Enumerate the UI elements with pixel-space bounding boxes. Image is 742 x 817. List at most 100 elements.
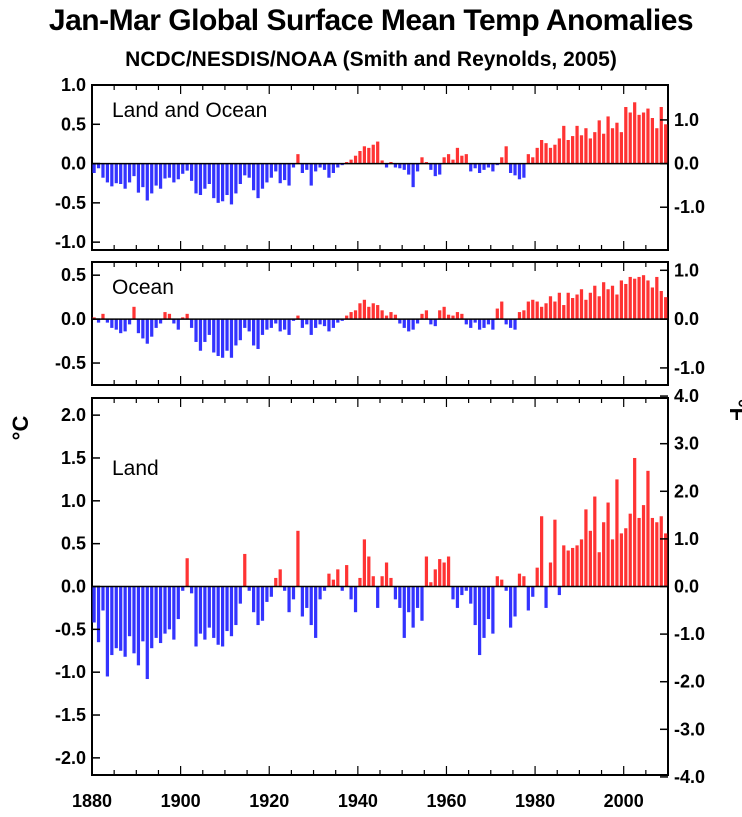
bar-2-1940 (358, 303, 362, 320)
bar-3-2005 (646, 470, 650, 587)
bar-2-2009 (664, 297, 668, 320)
bar-3-1880 (92, 586, 96, 623)
bar-1-1973 (504, 146, 508, 164)
bar-3-1923 (283, 586, 287, 591)
bar-2-1943 (371, 303, 375, 320)
bar-3-1956 (429, 582, 433, 587)
bar-2-1968 (482, 319, 486, 328)
bar-1-1983 (548, 147, 553, 164)
bar-1-1993 (593, 132, 597, 164)
right-tick-label: 0.0 (674, 309, 699, 329)
bar-1-1976 (517, 163, 522, 180)
bar-1-1996 (606, 116, 610, 164)
bar-3-1953 (415, 586, 420, 608)
bar-2-1981 (540, 306, 544, 320)
bar-3-1925 (291, 586, 296, 600)
bar-3-1910 (225, 586, 229, 632)
bar-1-2003 (637, 114, 641, 164)
bar-3-1937 (345, 565, 349, 587)
bar-1-1962 (455, 147, 460, 164)
bar-1-1987 (566, 140, 570, 164)
bar-1-1965 (469, 163, 473, 172)
bar-2-1964 (464, 319, 468, 325)
bar-3-1949 (398, 586, 402, 608)
bar-1-1948 (393, 163, 398, 168)
chart-subtitle: NCDC/NESDIS/NOAA (Smith and Reynolds, 20… (125, 48, 617, 71)
bar-3-1921 (274, 577, 278, 587)
bar-1-1884 (110, 163, 114, 187)
bar-3-2002 (633, 457, 637, 587)
bar-2-1994 (597, 296, 601, 320)
bar-2-2004 (641, 275, 646, 320)
bar-3-1933 (327, 573, 331, 587)
bar-1-1896 (163, 163, 167, 179)
bar-2-1998 (615, 294, 619, 320)
left-tick-label: -0.5 (55, 619, 86, 639)
bar-3-1978 (526, 586, 530, 611)
bar-1-1981 (540, 140, 544, 164)
bar-3-1971 (495, 576, 499, 587)
bar-1-1901 (185, 163, 189, 171)
bar-3-1896 (163, 586, 167, 634)
bar-3-1909 (220, 586, 225, 647)
bar-1-1894 (154, 163, 158, 186)
bar-2-1899 (176, 319, 180, 330)
bar-1-2008 (659, 107, 663, 164)
bar-2-1898 (172, 319, 176, 324)
bar-2-1989 (575, 294, 579, 320)
bar-1-1985 (557, 138, 561, 164)
bar-1-1915 (247, 163, 251, 178)
bar-2-1956 (429, 319, 433, 325)
bar-3-1972 (500, 579, 504, 587)
bar-1-1931 (318, 163, 322, 168)
bar-2-1979 (531, 299, 535, 320)
bar-1-1892 (145, 163, 149, 201)
bar-1-1906 (207, 163, 211, 184)
bar-2-1915 (247, 319, 251, 332)
bar-1-1886 (119, 163, 123, 184)
bar-3-1975 (513, 586, 517, 617)
left-tick-label: 0.0 (61, 577, 86, 597)
x-tick-label: 1940 (338, 791, 378, 811)
bar-1-1977 (522, 163, 526, 178)
bar-3-1900 (181, 586, 185, 591)
bar-1-2006 (650, 118, 655, 164)
bar-2-1958 (438, 310, 442, 320)
bar-3-1898 (172, 586, 176, 640)
bar-2-1997 (610, 285, 615, 320)
x-tick-label: 1920 (249, 791, 289, 811)
bar-2-1922 (278, 319, 282, 332)
bar-1-1956 (429, 163, 433, 170)
bar-3-1939 (353, 586, 358, 613)
right-tick-label: 1.0 (674, 260, 699, 280)
bar-3-1983 (548, 562, 553, 587)
bar-1-1893 (150, 163, 154, 194)
bar-3-1928 (305, 586, 309, 608)
chart-title: Jan-Mar Global Surface Mean Temp Anomali… (48, 4, 694, 37)
left-tick-label: -0.5 (55, 193, 86, 213)
bar-3-1966 (473, 586, 477, 626)
bar-2-2007 (655, 276, 659, 320)
bar-2-1977 (522, 310, 526, 320)
bar-2-1993 (593, 285, 597, 320)
bar-2-1889 (132, 306, 136, 320)
bar-1-1988 (571, 136, 575, 164)
right-tick-label: 3.0 (674, 434, 699, 454)
bar-2-1885 (114, 319, 118, 330)
bar-3-1967 (477, 586, 482, 656)
bar-3-1932 (322, 586, 327, 591)
x-tick-label: 1980 (515, 791, 555, 811)
bar-1-1929 (309, 163, 313, 186)
bar-1-1952 (411, 163, 415, 188)
bar-1-1990 (579, 135, 584, 164)
bar-3-1922 (278, 569, 282, 587)
bar-2-1974 (508, 319, 513, 328)
bar-2-1888 (127, 319, 132, 325)
left-tick-label: 1.0 (61, 491, 86, 511)
bar-2-1953 (415, 319, 420, 324)
bar-1-1930 (314, 163, 318, 172)
bar-3-1903 (194, 586, 198, 647)
bar-2-1881 (96, 319, 101, 323)
bar-2-1972 (500, 301, 504, 320)
bar-2-1917 (256, 319, 260, 349)
